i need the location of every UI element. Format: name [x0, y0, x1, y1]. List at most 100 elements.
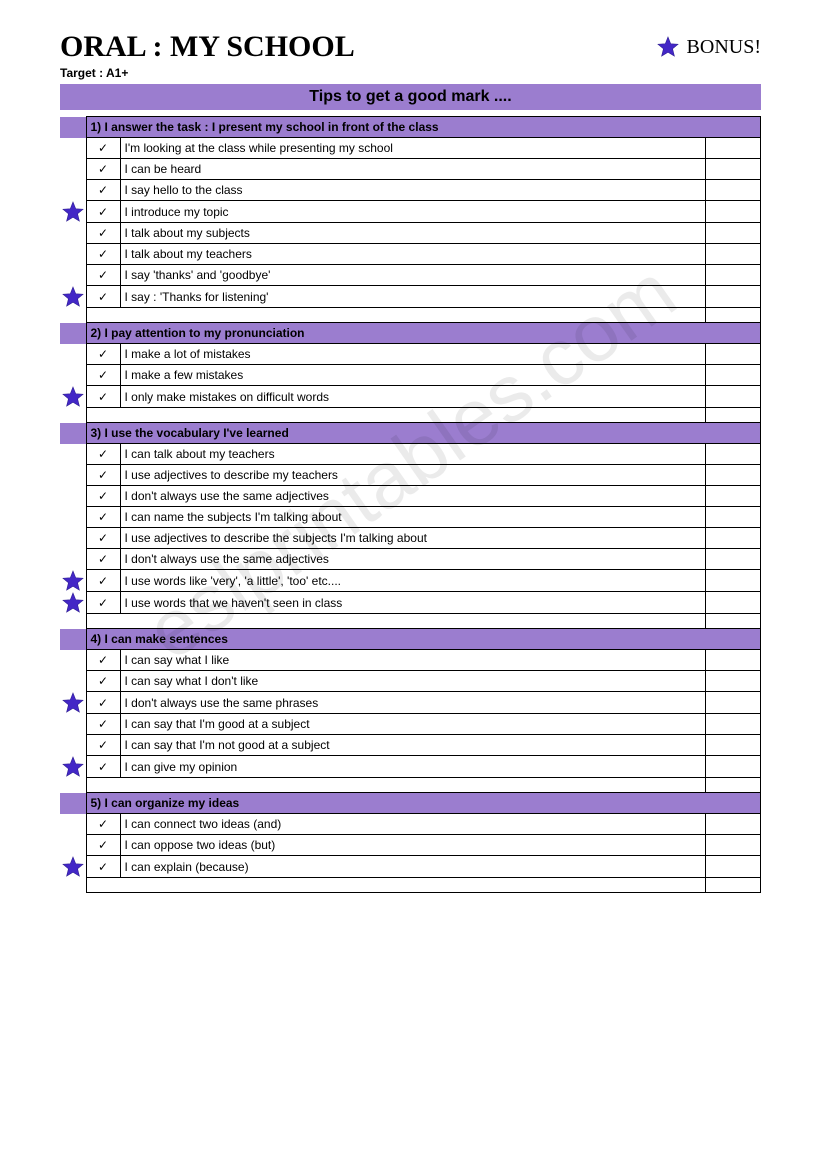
item-text: I introduce my topic [120, 201, 706, 223]
spacer-row [60, 308, 761, 323]
section-title: 5) I can organize my ideas [86, 793, 761, 814]
check-icon: ✓ [86, 265, 120, 286]
bonus-star-cell [60, 650, 86, 671]
check-icon: ✓ [86, 365, 120, 386]
star-icon [62, 201, 84, 223]
star-icon [62, 756, 84, 778]
bonus-star-cell [60, 528, 86, 549]
item-text: I talk about my subjects [120, 223, 706, 244]
star-icon [62, 570, 84, 592]
mark-box [706, 692, 761, 714]
check-icon: ✓ [86, 201, 120, 223]
item-text: I'm looking at the class while presentin… [120, 138, 706, 159]
mark-box [706, 549, 761, 570]
bonus-star-cell [60, 201, 86, 223]
check-icon: ✓ [86, 735, 120, 756]
rubric-row: ✓I talk about my subjects [60, 223, 761, 244]
mark-box [706, 223, 761, 244]
mark-box [706, 465, 761, 486]
bonus-star-cell [60, 756, 86, 778]
item-text: I don't always use the same adjectives [120, 549, 706, 570]
rubric-row: ✓I use adjectives to describe the subjec… [60, 528, 761, 549]
bonus-star-cell [60, 223, 86, 244]
rubric-row: ✓I use words like 'very', 'a little', 't… [60, 570, 761, 592]
item-text: I can say that I'm good at a subject [120, 714, 706, 735]
mark-box [706, 650, 761, 671]
rubric-row: ✓I say : 'Thanks for listening' [60, 286, 761, 308]
bonus-star-cell [60, 159, 86, 180]
bonus-star-cell [60, 592, 86, 614]
star-gutter [60, 117, 86, 138]
rubric-row: ✓I can connect two ideas (and) [60, 814, 761, 835]
star-icon [657, 36, 679, 58]
bonus-star-cell [60, 444, 86, 465]
check-icon: ✓ [86, 286, 120, 308]
check-icon: ✓ [86, 138, 120, 159]
section-title: 4) I can make sentences [86, 629, 761, 650]
item-text: I don't always use the same phrases [120, 692, 706, 714]
rubric-row: ✓I use words that we haven't seen in cla… [60, 592, 761, 614]
star-gutter [60, 323, 86, 344]
rubric-row: ✓I say 'thanks' and 'goodbye' [60, 265, 761, 286]
section-title: 2) I pay attention to my pronunciation [86, 323, 761, 344]
section-header: 4) I can make sentences [60, 629, 761, 650]
mark-box [706, 592, 761, 614]
item-text: I can say what I like [120, 650, 706, 671]
rubric-row: ✓I'm looking at the class while presenti… [60, 138, 761, 159]
rubric-row: ✓I can name the subjects I'm talking abo… [60, 507, 761, 528]
check-icon: ✓ [86, 223, 120, 244]
bonus-star-cell [60, 244, 86, 265]
item-text: I can give my opinion [120, 756, 706, 778]
bonus-star-cell [60, 465, 86, 486]
mark-box [706, 486, 761, 507]
rubric-row: ✓I only make mistakes on difficult words [60, 386, 761, 408]
check-icon: ✓ [86, 465, 120, 486]
item-text: I don't always use the same adjectives [120, 486, 706, 507]
mark-box [706, 344, 761, 365]
check-icon: ✓ [86, 714, 120, 735]
item-text: I use words like 'very', 'a little', 'to… [120, 570, 706, 592]
rubric-row: ✓I can talk about my teachers [60, 444, 761, 465]
rubric-row: ✓I don't always use the same adjectives [60, 549, 761, 570]
check-icon: ✓ [86, 344, 120, 365]
star-icon [62, 856, 84, 878]
rubric-row: ✓I can give my opinion [60, 756, 761, 778]
rubric-row: ✓I can say that I'm not good at a subjec… [60, 735, 761, 756]
check-icon: ✓ [86, 386, 120, 408]
rubric-row: ✓I use adjectives to describe my teacher… [60, 465, 761, 486]
item-text: I can talk about my teachers [120, 444, 706, 465]
rubric-row: ✓I can say what I don't like [60, 671, 761, 692]
bonus-star-cell [60, 692, 86, 714]
item-text: I only make mistakes on difficult words [120, 386, 706, 408]
bonus-star-cell [60, 344, 86, 365]
bonus-star-cell [60, 365, 86, 386]
rubric-row: ✓I make a lot of mistakes [60, 344, 761, 365]
section-header: 3) I use the vocabulary I've learned [60, 423, 761, 444]
mark-box [706, 735, 761, 756]
bonus-star-cell [60, 265, 86, 286]
spacer-row [60, 878, 761, 893]
target-line: Target : A1+ [60, 66, 761, 80]
item-text: I talk about my teachers [120, 244, 706, 265]
check-icon: ✓ [86, 814, 120, 835]
mark-box [706, 138, 761, 159]
rubric-row: ✓I can say that I'm good at a subject [60, 714, 761, 735]
star-gutter [60, 423, 86, 444]
mark-box [706, 265, 761, 286]
item-text: I can explain (because) [120, 856, 706, 878]
rubric-row: ✓I can say what I like [60, 650, 761, 671]
bonus-star-cell [60, 671, 86, 692]
item-text: I can say what I don't like [120, 671, 706, 692]
mark-box [706, 386, 761, 408]
check-icon: ✓ [86, 856, 120, 878]
rubric-row: ✓I make a few mistakes [60, 365, 761, 386]
item-text: I can be heard [120, 159, 706, 180]
section-header: 5) I can organize my ideas [60, 793, 761, 814]
item-text: I use adjectives to describe my teachers [120, 465, 706, 486]
spacer-row [60, 778, 761, 793]
bonus-label: BONUS! [687, 36, 761, 59]
rubric-row: ✓I say hello to the class [60, 180, 761, 201]
rubric-row: ✓I don't always use the same adjectives [60, 486, 761, 507]
rubric-table: 1) I answer the task : I present my scho… [60, 116, 761, 893]
spacer-row [60, 408, 761, 423]
